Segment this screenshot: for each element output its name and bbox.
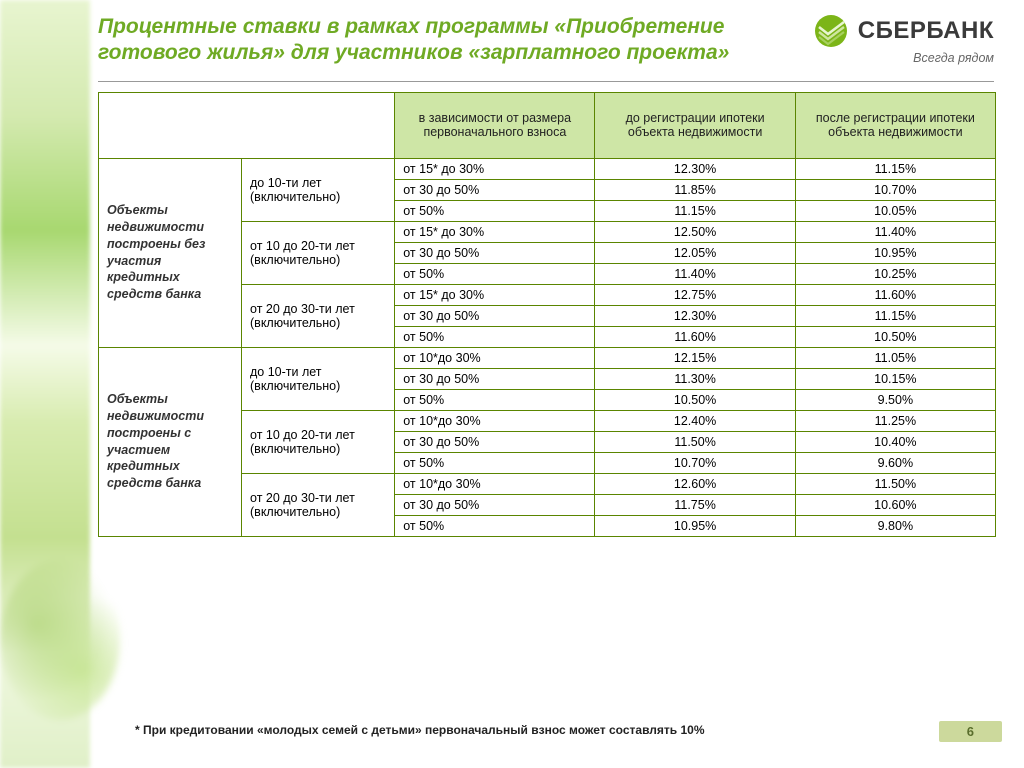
rate-before: 10.70% [595, 452, 795, 473]
rate-before: 10.95% [595, 515, 795, 536]
col-before: до регистрации ипотеки объекта недвижимо… [595, 92, 795, 158]
deposit-cell: от 30 до 50% [395, 494, 595, 515]
rate-before: 11.85% [595, 179, 795, 200]
rate-after: 11.50% [795, 473, 995, 494]
deposit-cell: от 30 до 50% [395, 431, 595, 452]
table-row: Объекты недвижимости построены с участие… [99, 347, 996, 368]
rate-before: 12.40% [595, 410, 795, 431]
rate-before: 11.15% [595, 200, 795, 221]
term-cell: от 10 до 20-ти лет (включительно) [242, 410, 395, 473]
rate-before: 12.75% [595, 284, 795, 305]
rate-after: 10.95% [795, 242, 995, 263]
rate-before: 11.60% [595, 326, 795, 347]
rate-after: 11.25% [795, 410, 995, 431]
deposit-cell: от 10*до 30% [395, 473, 595, 494]
rate-after: 11.15% [795, 158, 995, 179]
brand-block: СБЕРБАНК Всегда рядом [814, 14, 994, 65]
rate-before: 11.50% [595, 431, 795, 452]
rate-before: 12.15% [595, 347, 795, 368]
brand-slogan: Всегда рядом [814, 51, 994, 65]
rate-after: 9.60% [795, 452, 995, 473]
sberbank-logo-icon [814, 14, 848, 48]
col-deposit: в зависимости от размера первоначального… [395, 92, 595, 158]
rate-before: 12.60% [595, 473, 795, 494]
deposit-cell: от 50% [395, 452, 595, 473]
page-title: Процентные ставки в рамках программы «Пр… [98, 14, 758, 67]
rate-before: 12.05% [595, 242, 795, 263]
deposit-cell: от 10*до 30% [395, 347, 595, 368]
term-cell: от 10 до 20-ти лет (включительно) [242, 221, 395, 284]
footnote: * При кредитовании «молодых семей с деть… [135, 723, 705, 737]
rate-after: 11.60% [795, 284, 995, 305]
deposit-cell: от 50% [395, 389, 595, 410]
rate-after: 10.60% [795, 494, 995, 515]
col-after: после регистрации ипотеки объекта недвиж… [795, 92, 995, 158]
header: Процентные ставки в рамках программы «Пр… [0, 14, 1024, 67]
rate-before: 10.50% [595, 389, 795, 410]
rates-table: в зависимости от размера первоначального… [98, 92, 996, 537]
rate-after: 11.40% [795, 221, 995, 242]
rate-before: 12.30% [595, 305, 795, 326]
term-cell: до 10-ти лет (включительно) [242, 158, 395, 221]
rate-before: 11.40% [595, 263, 795, 284]
rate-before: 11.30% [595, 368, 795, 389]
rate-before: 12.50% [595, 221, 795, 242]
rate-after: 10.15% [795, 368, 995, 389]
rate-after: 10.50% [795, 326, 995, 347]
deposit-cell: от 30 до 50% [395, 242, 595, 263]
rate-after: 10.40% [795, 431, 995, 452]
deposit-cell: от 30 до 50% [395, 179, 595, 200]
table-corner [99, 92, 395, 158]
section-label: Объекты недвижимости построены с участие… [99, 347, 242, 536]
table-row: Объекты недвижимости построены без участ… [99, 158, 996, 179]
brand-name: СБЕРБАНК [858, 17, 994, 45]
rate-after: 9.50% [795, 389, 995, 410]
rate-after: 11.05% [795, 347, 995, 368]
rate-after: 10.25% [795, 263, 995, 284]
rate-after: 10.70% [795, 179, 995, 200]
deposit-cell: от 10*до 30% [395, 410, 595, 431]
deposit-cell: от 30 до 50% [395, 368, 595, 389]
deposit-cell: от 50% [395, 515, 595, 536]
rate-before: 11.75% [595, 494, 795, 515]
rate-after: 10.05% [795, 200, 995, 221]
deposit-cell: от 15* до 30% [395, 221, 595, 242]
term-cell: от 20 до 30-ти лет (включительно) [242, 473, 395, 536]
term-cell: от 20 до 30-ти лет (включительно) [242, 284, 395, 347]
rate-after: 11.15% [795, 305, 995, 326]
deposit-cell: от 15* до 30% [395, 284, 595, 305]
deposit-cell: от 50% [395, 200, 595, 221]
rate-before: 12.30% [595, 158, 795, 179]
deposit-cell: от 15* до 30% [395, 158, 595, 179]
term-cell: до 10-ти лет (включительно) [242, 347, 395, 410]
rate-after: 9.80% [795, 515, 995, 536]
deposit-cell: от 50% [395, 263, 595, 284]
deposit-cell: от 50% [395, 326, 595, 347]
page-number: 6 [939, 721, 1002, 742]
section-label: Объекты недвижимости построены без участ… [99, 158, 242, 347]
deposit-cell: от 30 до 50% [395, 305, 595, 326]
